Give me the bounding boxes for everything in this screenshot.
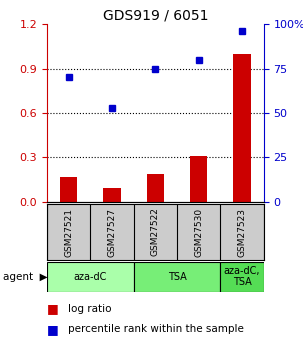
Text: TSA: TSA bbox=[168, 272, 186, 282]
Text: log ratio: log ratio bbox=[68, 304, 112, 314]
Bar bbox=[233, 54, 251, 202]
Text: percentile rank within the sample: percentile rank within the sample bbox=[68, 325, 244, 334]
Bar bbox=[220, 262, 264, 292]
Bar bbox=[103, 188, 121, 202]
Text: agent  ▶: agent ▶ bbox=[3, 272, 48, 282]
Text: GSM27527: GSM27527 bbox=[108, 207, 116, 257]
Bar bbox=[47, 262, 134, 292]
Text: aza-dC: aza-dC bbox=[74, 272, 107, 282]
Bar bbox=[190, 156, 207, 202]
Text: ■: ■ bbox=[47, 323, 59, 336]
Bar bbox=[147, 174, 164, 202]
Title: GDS919 / 6051: GDS919 / 6051 bbox=[102, 9, 208, 23]
Text: GSM27530: GSM27530 bbox=[194, 207, 203, 257]
Text: ■: ■ bbox=[47, 302, 59, 315]
Text: GSM27521: GSM27521 bbox=[64, 207, 73, 257]
Bar bbox=[134, 262, 220, 292]
Bar bbox=[60, 177, 77, 202]
Text: GSM27523: GSM27523 bbox=[238, 207, 246, 257]
Text: GSM27522: GSM27522 bbox=[151, 208, 160, 256]
Text: aza-dC,
TSA: aza-dC, TSA bbox=[224, 266, 260, 287]
